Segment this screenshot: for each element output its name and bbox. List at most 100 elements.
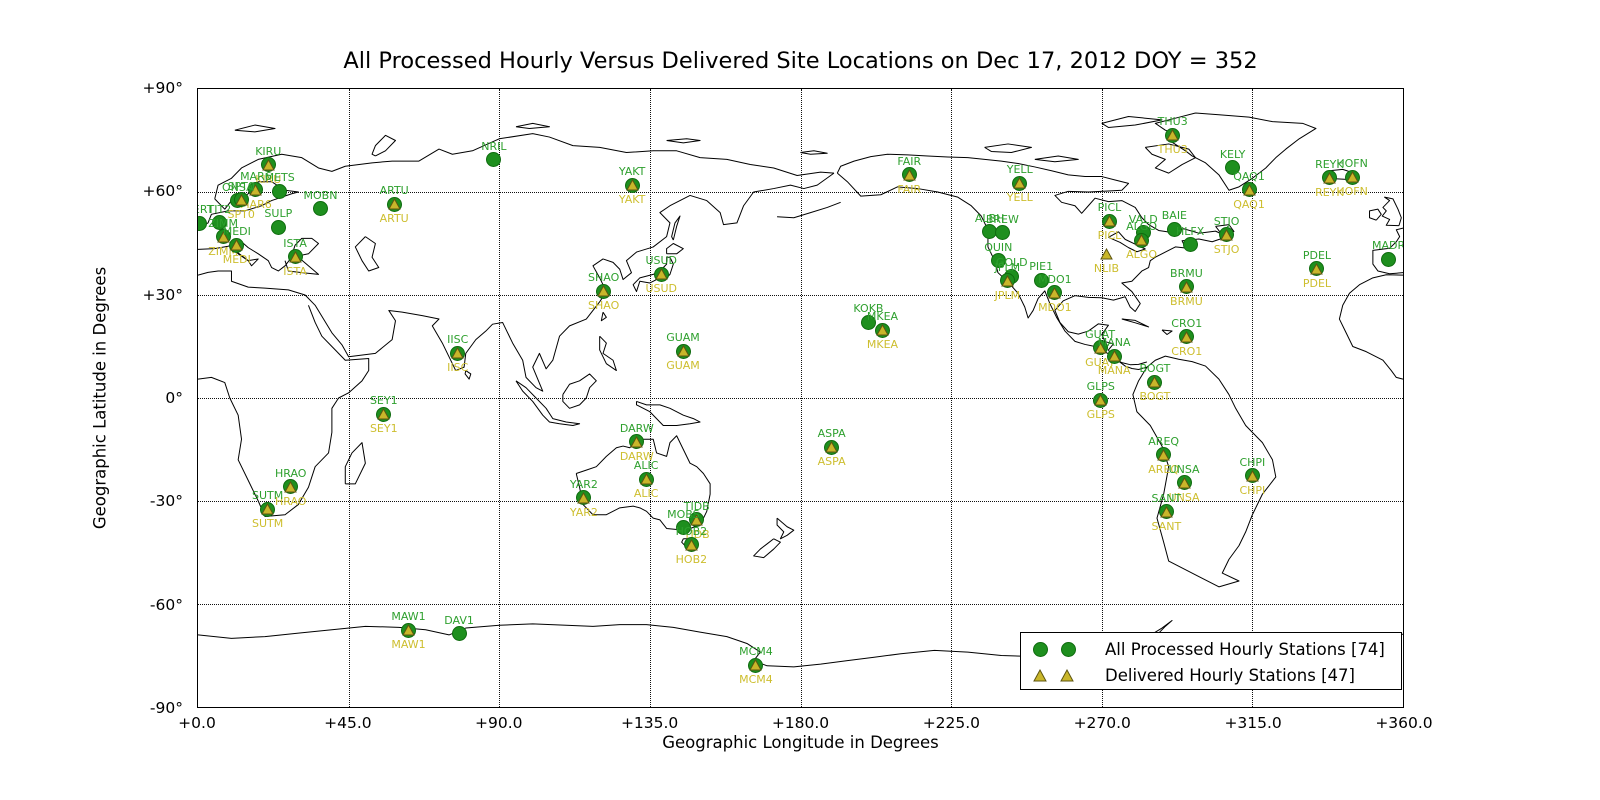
delivered-triangle-marker <box>451 347 465 359</box>
station-label-delivered: ZIMM <box>208 244 238 258</box>
station-label-delivered: CRO1 <box>1171 344 1203 358</box>
station-label-processed: KIRU <box>255 144 282 158</box>
x-axis-label: Geographic Longitude in Degrees <box>662 733 939 752</box>
processed-circle-icons <box>1033 641 1095 657</box>
coastline-segment <box>1382 197 1401 225</box>
coastline-segment <box>1339 275 1403 379</box>
delivered-triangle-marker <box>387 198 401 210</box>
station-label-delivered: GUAM <box>666 359 700 373</box>
delivered-triangle-marker <box>597 285 611 297</box>
delivered-triangle-marker <box>1107 350 1121 362</box>
coastline-segment <box>1162 330 1172 334</box>
coastline-segment <box>465 371 471 380</box>
station-label-processed: MAR6 <box>240 169 272 183</box>
station-label-processed: ISTA <box>283 236 307 250</box>
station-label-processed: BRMU <box>1170 266 1203 280</box>
station-label-processed: KELY <box>1219 147 1246 161</box>
delivered-triangle-marker <box>1159 505 1173 518</box>
station-label-delivered: ASPA <box>817 455 846 469</box>
station-label-processed: HOB2 <box>675 524 708 538</box>
station-label-delivered: HRAO <box>274 494 307 508</box>
station-label-processed: YAKT <box>618 165 646 179</box>
station-label-delivered: GUAT <box>1085 355 1116 369</box>
legend-label-processed: All Processed Hourly Stations [74] <box>1105 639 1385 659</box>
coastline-segment <box>1145 144 1195 173</box>
station-label-processed: SUTM <box>251 489 284 503</box>
processed-circle-marker <box>198 215 207 231</box>
delivered-triangle-marker <box>639 473 653 485</box>
station-label-delivered: DARW <box>619 449 654 463</box>
processed-circle-marker <box>1033 272 1049 288</box>
coastline-segment <box>1035 156 1079 162</box>
station-label-processed: DARW <box>619 421 654 435</box>
station-label-delivered: THU3 <box>1157 143 1188 157</box>
station-label-processed: BREW <box>985 212 1019 226</box>
station-label-processed: GUAM <box>666 331 700 345</box>
delivered-triangle-marker <box>261 158 275 171</box>
station-label-delivered: YAR2 <box>569 505 598 519</box>
x-tick-label: +180.0 <box>771 714 830 732</box>
station-label-processed: CRO1 <box>1171 316 1203 330</box>
station-label-delivered: SPT0 <box>227 207 255 221</box>
station-label-processed: MAW1 <box>391 610 426 624</box>
station-label-delivered: CHPI <box>1239 483 1266 497</box>
gridline-horizontal <box>198 398 1403 399</box>
circle-marker-icon <box>1061 641 1076 657</box>
station-label-processed: BOGT <box>1139 362 1171 376</box>
station-label-processed: QUIN <box>984 240 1013 254</box>
triangle-marker-icon <box>1033 668 1047 681</box>
station-layer: KIRU KIRU MAR6 MAR6 METS ONSA SPT0 SPT0 MOBN SULP… <box>198 89 1403 707</box>
station-label-processed: STJO <box>1213 214 1240 228</box>
delivered-triangle-marker <box>1013 177 1027 189</box>
station-label-delivered: ALIC <box>633 487 659 501</box>
delivered-triangle-marker <box>1180 330 1194 343</box>
station-label-processed: PICL <box>1097 201 1122 215</box>
coastline-segment <box>985 144 1032 153</box>
chart-title: All Processed Hourly Versus Delivered Si… <box>343 48 1258 74</box>
station-label-delivered: HOFN <box>1336 185 1368 199</box>
y-tick-label: -90° <box>149 699 183 717</box>
x-tick-label: +135.0 <box>620 714 679 732</box>
station-label-delivered: QAQ1 <box>1233 197 1265 211</box>
coastline-segment <box>801 151 828 154</box>
legend-label-delivered: Delivered Hourly Stations [47] <box>1105 665 1355 685</box>
coastline-segment <box>215 134 834 199</box>
delivered-triangle-marker <box>284 480 298 493</box>
station-label-delivered: ALGO <box>1126 248 1157 262</box>
processed-circle-marker <box>1166 221 1182 237</box>
station-label-processed: MDO1 <box>1038 272 1072 286</box>
delivered-triangle-marker <box>1242 183 1256 196</box>
delivered-triangle-marker <box>1048 286 1062 299</box>
station-label-processed: SEY1 <box>369 394 398 408</box>
station-label-processed: PIE1 <box>1029 260 1054 274</box>
coastline-segment <box>600 336 617 370</box>
delivered-triangle-marker <box>1246 469 1259 482</box>
delivered-triangle-marker <box>1157 448 1171 461</box>
world-coastline-map <box>198 89 1403 707</box>
station-label-processed: YELL <box>1006 163 1033 177</box>
station-label-processed: ONSA <box>222 180 254 194</box>
station-label-processed: SHAO <box>588 271 620 285</box>
station-label-processed: HERT <box>198 203 214 217</box>
delivered-triangle-marker <box>825 441 838 453</box>
coastline-segment <box>1122 319 1149 327</box>
y-tick-label: +90° <box>142 79 183 97</box>
station-label-processed: ALIC <box>633 459 659 473</box>
y-axis-label: Geographic Latitude in Degrees <box>90 266 110 530</box>
station-label-delivered: YELL <box>1006 191 1033 205</box>
triangle-marker-icon <box>1060 668 1074 681</box>
station-label-processed: PDEL <box>1302 248 1332 262</box>
station-label-processed: CHPI <box>1239 455 1266 469</box>
station-label-processed: VALD <box>1128 212 1158 226</box>
station-label-processed: TIT2 <box>207 202 232 216</box>
station-label-processed: ARTU <box>379 184 409 198</box>
delivered-triangle-marker <box>230 239 244 251</box>
station-label-delivered: REYK <box>1315 185 1344 199</box>
coastline-segment <box>636 401 700 425</box>
station-label-delivered: GLPS <box>1086 408 1115 422</box>
processed-circle-marker <box>272 183 288 199</box>
gridline-horizontal <box>198 192 1403 193</box>
station-label-processed: MKEA <box>866 310 899 324</box>
delivered-triangle-marker <box>1345 171 1359 183</box>
coastline-segment <box>633 257 673 291</box>
